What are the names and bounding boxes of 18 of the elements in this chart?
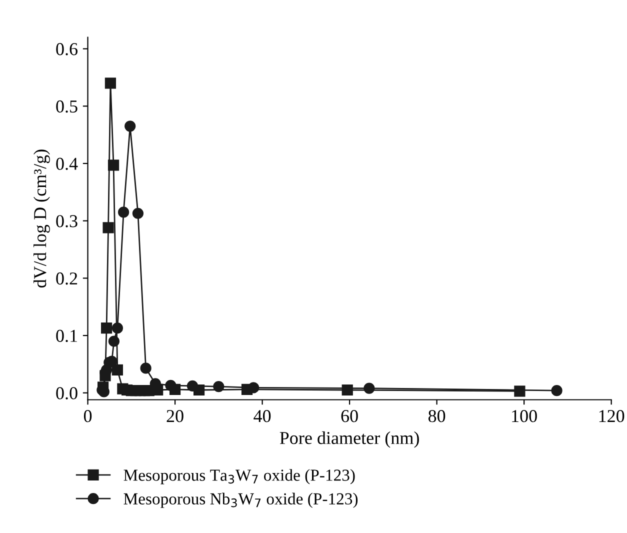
x-tick-label: 100 [512,410,537,422]
y-tick-label: 0.0 [56,387,78,400]
y-tick-label: 0.1 [56,330,77,342]
y-tick-label: 0.4 [56,158,78,170]
x-axis-title: Pore diameter (nm) [280,431,419,448]
x-tick-label: 40 [254,410,271,422]
y-tick-label: 0.6 [56,43,78,56]
y-tick-label: 0.5 [56,100,78,113]
y-tick-label: 0.2 [56,272,78,285]
y-axis-title: dV/d log D (cm³/g) [34,150,50,288]
x-tick-label: 80 [428,410,446,422]
x-tick-label: 60 [341,410,358,422]
x-tick-label: 20 [166,410,184,422]
x-tick-label: 120 [599,410,624,422]
x-tick-label: 0 [84,410,92,422]
y-tick-label: 0.3 [56,215,78,228]
legend-label: Mesoporous Ta$_{3}$W$_{7}$ oxide (P-123) [124,469,355,484]
legend-label: Mesoporous Nb$_{3}$W$_{7}$ oxide (P-123) [124,492,358,508]
